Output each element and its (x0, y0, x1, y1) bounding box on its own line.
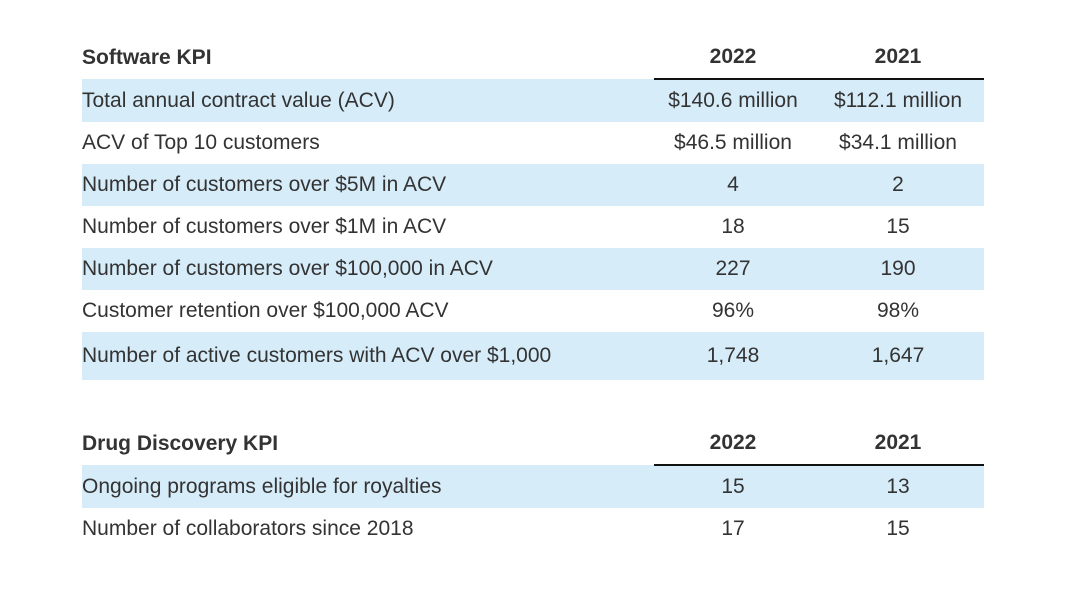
table-row: Number of active customers with ACV over… (82, 332, 984, 380)
row-label: Customer retention over $100,000 ACV (82, 299, 449, 322)
year-2021-header: 2021 (812, 36, 984, 80)
table-row: Number of customers over $1M in ACV 18 1… (82, 206, 984, 248)
row-label: Number of customers over $5M in ACV (82, 164, 654, 206)
table-row: Number of customers over $100,000 in ACV… (82, 248, 984, 290)
year-2022-header: 2022 (654, 36, 812, 80)
table-row: Number of collaborators since 2018 17 15 (82, 508, 984, 550)
row-value-2022: 17 (721, 517, 745, 540)
row-value-2022: $140.6 million (654, 79, 812, 122)
software-kpi-title: Software KPI (82, 45, 212, 69)
row-value-2022: 227 (654, 248, 812, 290)
row-value-2021: 98% (876, 299, 920, 322)
year-2022-header: 2022 (654, 422, 812, 466)
table-header-row: Software KPI 2022 2021 (82, 36, 984, 80)
row-value-2021: 15 (886, 517, 910, 540)
row-label: ACV of Top 10 customers (82, 131, 320, 154)
row-value-2022: 15 (654, 465, 812, 508)
table-row: Total annual contract value (ACV) $140.6… (82, 79, 984, 122)
row-value-2021: 13 (812, 465, 984, 508)
row-value-2022: 4 (654, 164, 812, 206)
row-value-2021: $112.1 million (812, 79, 984, 122)
row-value-2021: $34.1 million (839, 131, 957, 154)
row-label: Number of active customers with ACV over… (82, 332, 654, 380)
row-value-2021: 2 (812, 164, 984, 206)
row-label: Number of customers over $100,000 in ACV (82, 248, 654, 290)
row-value-2021: 190 (812, 248, 984, 290)
row-value-2021: 15 (886, 215, 910, 238)
row-label: Number of collaborators since 2018 (82, 517, 414, 540)
year-2021-header: 2021 (812, 422, 984, 466)
row-value-2022: 96% (711, 299, 755, 322)
row-value-2022: 18 (721, 215, 745, 238)
row-value-2022: $46.5 million (674, 131, 792, 154)
row-label: Number of customers over $1M in ACV (82, 215, 447, 238)
row-value-2021: 1,647 (812, 332, 984, 380)
table-row: Ongoing programs eligible for royalties … (82, 465, 984, 508)
row-label: Ongoing programs eligible for royalties (82, 465, 654, 508)
drug-discovery-kpi-title: Drug Discovery KPI (82, 431, 279, 455)
software-kpi-table: Software KPI 2022 2021 Total annual cont… (82, 36, 984, 380)
table-row: Customer retention over $100,000 ACV 96%… (82, 290, 984, 332)
row-label: Total annual contract value (ACV) (82, 79, 654, 122)
table-header-row: Drug Discovery KPI 2022 2021 (82, 422, 984, 466)
table-row: Number of customers over $5M in ACV 4 2 (82, 164, 984, 206)
table-row: ACV of Top 10 customers $46.5 million $3… (82, 122, 984, 164)
row-value-2022: 1,748 (654, 332, 812, 380)
drug-discovery-kpi-table: Drug Discovery KPI 2022 2021 Ongoing pro… (82, 422, 984, 550)
